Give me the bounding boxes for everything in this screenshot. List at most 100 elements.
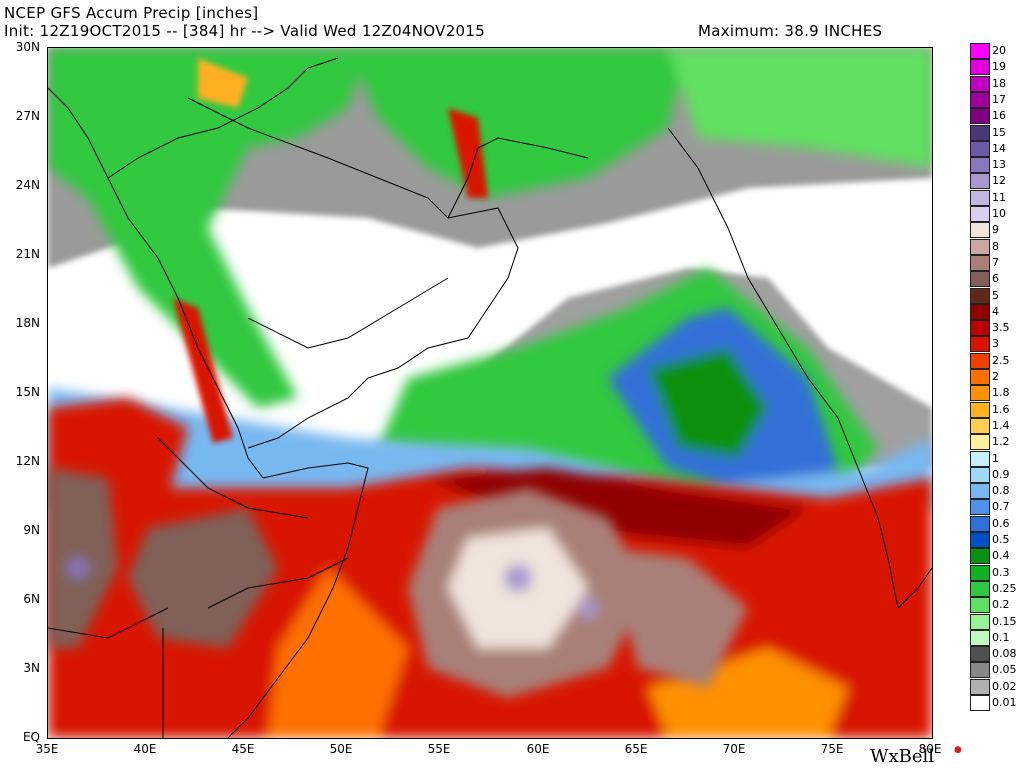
- logo-dot-icon: ●: [954, 745, 962, 755]
- legend-swatch: [970, 434, 990, 451]
- legend-entry: 0.05: [968, 662, 1024, 679]
- legend-entry: 12: [968, 173, 1024, 190]
- legend-entry: 3: [968, 336, 1024, 353]
- legend-entry: 1.4: [968, 417, 1024, 434]
- lat-label: 24N: [15, 178, 40, 192]
- legend-entry: 17: [968, 91, 1024, 108]
- legend-label: 19: [992, 60, 1006, 74]
- legend-entry: 0.01: [968, 695, 1024, 711]
- legend-label: 0.1: [992, 630, 1010, 644]
- legend-swatch: [970, 173, 990, 190]
- legend-swatch: [970, 189, 990, 206]
- legend-swatch: [970, 450, 990, 467]
- legend-swatch: [970, 140, 990, 157]
- legend-label: 5: [992, 288, 999, 302]
- legend-entry: 20: [968, 43, 1024, 59]
- legend-entry: 7: [968, 254, 1024, 271]
- legend-swatch: [970, 417, 990, 434]
- legend-label: 18: [992, 76, 1006, 90]
- precip-map: [47, 47, 933, 739]
- legend-label: 6: [992, 272, 999, 286]
- legend-label: 0.25: [992, 581, 1017, 595]
- lon-label: 70E: [722, 742, 746, 756]
- lat-label: 15N: [15, 385, 40, 399]
- legend-label: 16: [992, 109, 1006, 123]
- legend-label: 8: [992, 239, 999, 253]
- legend-swatch: [970, 271, 990, 288]
- legend-swatch: [970, 238, 990, 255]
- legend-swatch: [970, 466, 990, 483]
- legend-entry: 13: [968, 157, 1024, 174]
- legend-swatch: [970, 646, 990, 663]
- legend-swatch: [970, 613, 990, 630]
- legend-label: 3.5: [992, 321, 1010, 335]
- legend-entry: 0.8: [968, 483, 1024, 500]
- legend-swatch: [970, 678, 990, 695]
- legend-label: 0.6: [992, 516, 1010, 530]
- blue-precip-arabian-sea: [48, 308, 932, 508]
- legend-label: 2.5: [992, 353, 1010, 367]
- very-heavy-precip-cores: [48, 468, 748, 698]
- legend-entry: 0.08: [968, 646, 1024, 663]
- legend-swatch: [970, 401, 990, 418]
- legend-label: 12: [992, 174, 1006, 188]
- legend-swatch: [970, 695, 990, 711]
- legend-entry: 2: [968, 369, 1024, 385]
- legend-swatch: [970, 532, 990, 548]
- init-valid-line: Init: 12Z19OCT2015 -- [384] hr --> Valid…: [4, 22, 486, 40]
- lat-label: 30N: [15, 40, 40, 54]
- legend-label: 0.8: [992, 484, 1010, 498]
- lat-label: EQ: [22, 730, 40, 744]
- color-scale-legend: 20 19 18 17 16 15 14 13 12 11 10 9 8 7 6 5 4 3.5 3 2.5 2 1.8 1…: [968, 43, 1024, 723]
- legend-entry: 5: [968, 287, 1024, 304]
- legend-label: 1.6: [992, 402, 1010, 416]
- legend-swatch: [970, 580, 990, 597]
- precip-streaks: [173, 58, 488, 443]
- legend-entry: 0.02: [968, 678, 1024, 695]
- legend-swatch: [970, 483, 990, 500]
- legend-swatch: [970, 254, 990, 271]
- legend-entry: 0.7: [968, 499, 1024, 516]
- lat-label: 3N: [23, 661, 40, 675]
- legend-swatch: [970, 336, 990, 353]
- legend-swatch: [970, 320, 990, 337]
- legend-swatch: [970, 564, 990, 581]
- precip-map-canvas: [48, 48, 932, 738]
- legend-entry: 1.6: [968, 401, 1024, 418]
- legend-entry: 15: [968, 124, 1024, 141]
- legend-label: 0.4: [992, 549, 1010, 563]
- legend-label: 10: [992, 207, 1006, 220]
- legend-entry: 8: [968, 238, 1024, 255]
- legend-label: 0.02: [992, 679, 1017, 693]
- lon-label: 40E: [133, 742, 157, 756]
- legend-entry: 6: [968, 271, 1024, 288]
- legend-entry: 0.9: [968, 466, 1024, 483]
- legend-label: 0.05: [992, 663, 1017, 677]
- legend-swatch: [970, 629, 990, 646]
- legend-entry: 1.8: [968, 385, 1024, 402]
- legend-swatch: [970, 222, 990, 239]
- legend-entry: 0.3: [968, 564, 1024, 581]
- legend-label: 7: [992, 255, 999, 269]
- legend-entry: 18: [968, 75, 1024, 92]
- lat-label: 6N: [23, 592, 40, 606]
- legend-label: 11: [992, 190, 1006, 204]
- legend-label: 2: [992, 370, 999, 383]
- legend-label: 0.5: [992, 533, 1010, 546]
- legend-label: 13: [992, 158, 1006, 172]
- lon-label: 45E: [231, 742, 255, 756]
- legend-swatch: [970, 597, 990, 614]
- legend-entry: 16: [968, 108, 1024, 125]
- legend-entry: 0.6: [968, 515, 1024, 532]
- wxbell-logo: WxBell: [870, 746, 935, 767]
- legend-entry: 11: [968, 189, 1024, 206]
- legend-swatch: [970, 548, 990, 565]
- legend-label: 0.3: [992, 565, 1010, 579]
- legend-label: 0.9: [992, 467, 1010, 481]
- legend-label: 0.7: [992, 500, 1010, 514]
- legend-swatch: [970, 43, 990, 59]
- legend-entry: 14: [968, 140, 1024, 157]
- legend-swatch: [970, 369, 990, 385]
- legend-label: 9: [992, 223, 999, 237]
- legend-swatch: [970, 515, 990, 532]
